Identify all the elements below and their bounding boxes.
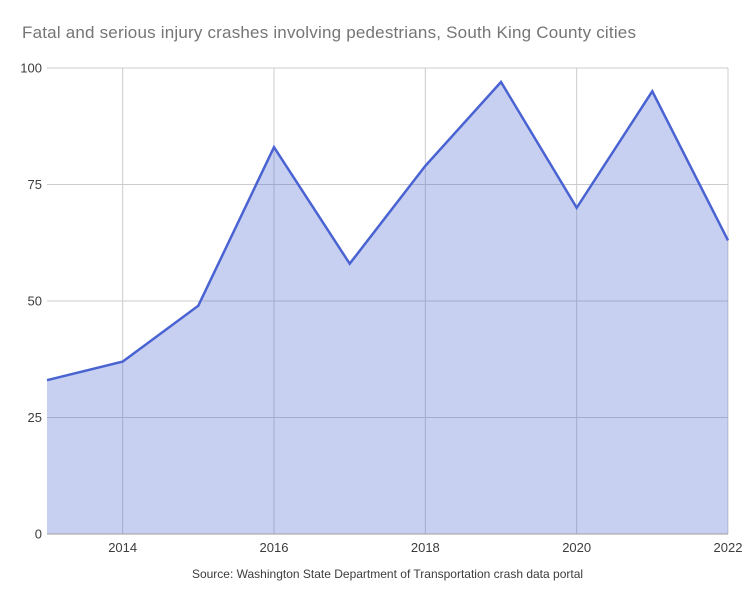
- x-tick-label: 2020: [562, 540, 591, 555]
- y-tick-label: 0: [35, 527, 42, 542]
- y-tick-label: 50: [28, 294, 42, 309]
- x-tick-label: 2022: [714, 540, 743, 555]
- x-tick-label: 2016: [260, 540, 289, 555]
- x-tick-label: 2014: [108, 540, 137, 555]
- area-fill: [47, 82, 728, 534]
- x-tick-label: 2018: [411, 540, 440, 555]
- y-tick-label: 25: [28, 410, 42, 425]
- series-line: [46, 79, 730, 382]
- chart-title: Fatal and serious injury crashes involvi…: [22, 23, 637, 42]
- y-tick-label: 75: [28, 177, 42, 192]
- y-tick-label: 100: [20, 61, 42, 76]
- source-caption: Source: Washington State Department of T…: [191, 567, 584, 581]
